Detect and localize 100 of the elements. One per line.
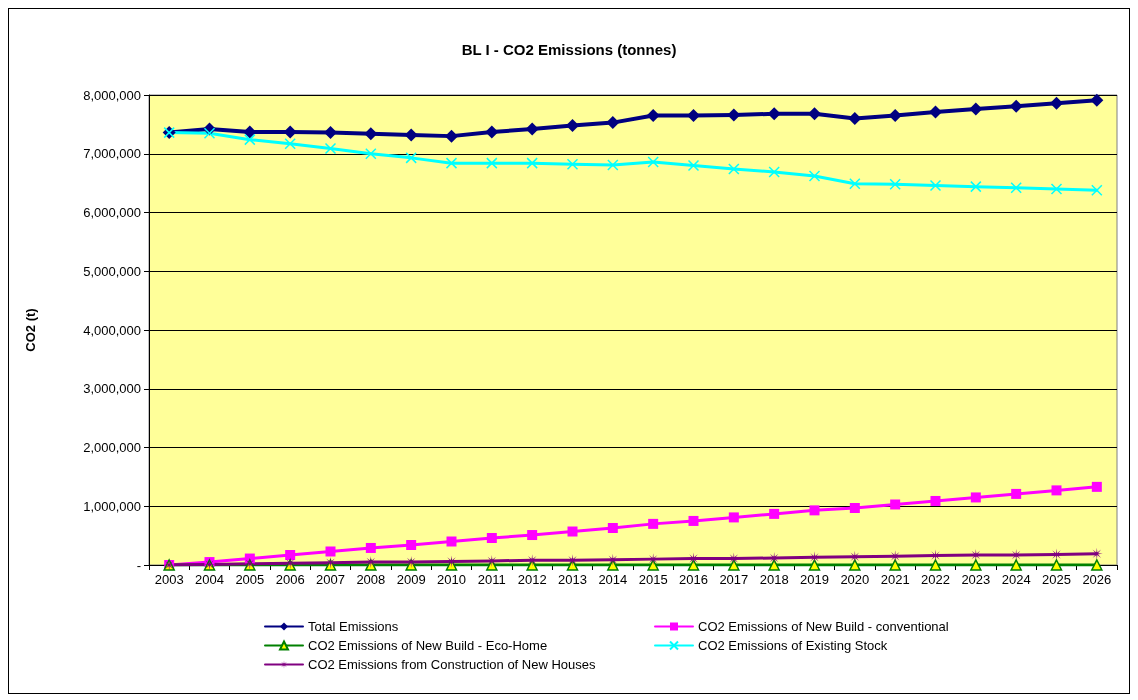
point [445, 157, 458, 169]
legend-label: CO2 Emissions of Existing Stock [698, 638, 888, 653]
x-tick-label: 2005 [235, 572, 265, 587]
point [445, 129, 458, 143]
point [485, 125, 499, 139]
point [566, 119, 579, 133]
point [365, 542, 376, 553]
x-tick-label: 2014 [598, 572, 628, 587]
x-tick-label: 2008 [356, 572, 386, 587]
point [848, 112, 862, 125]
point [283, 125, 297, 139]
x-tick-label: 2007 [316, 572, 345, 587]
y-tick-label: 4,000,000 [83, 322, 141, 338]
point [243, 125, 257, 139]
point [767, 107, 781, 121]
point [526, 157, 538, 169]
legend-label: CO2 Emissions from Construction of New Houses [308, 657, 597, 672]
point [607, 559, 619, 571]
point [769, 508, 780, 519]
x-tick-label: 2018 [759, 572, 789, 587]
chart-title: BL I - CO2 Emissions (tonnes) [461, 41, 677, 58]
x-tick-label: 2003 [154, 572, 184, 587]
y-tick-label: - [136, 557, 141, 573]
point [809, 505, 820, 516]
point [404, 128, 418, 142]
point [970, 492, 981, 503]
x-tick-label: 2013 [558, 572, 587, 587]
point [768, 166, 780, 178]
point [325, 546, 336, 557]
legend-label: Total Emissions [308, 619, 399, 634]
x-tick-label: 2011 [477, 572, 506, 587]
point [486, 532, 497, 543]
point [647, 156, 659, 168]
point [324, 142, 337, 155]
x-tick-label: 2012 [517, 572, 547, 587]
point [970, 559, 982, 571]
point [728, 163, 740, 175]
point [1009, 99, 1023, 113]
x-tick-label: 2010 [437, 572, 466, 587]
point [244, 133, 256, 146]
point [606, 116, 620, 130]
y-tick-label: 5,000,000 [83, 263, 141, 279]
x-tick-label: 2022 [921, 572, 950, 587]
point [1050, 183, 1063, 195]
point [890, 499, 901, 510]
point [929, 105, 942, 119]
point [203, 127, 216, 139]
point [1050, 96, 1063, 110]
point [930, 495, 941, 506]
point [526, 559, 538, 571]
x-tick-label: 2019 [800, 572, 829, 587]
point [970, 180, 982, 193]
legend-label: CO2 Emissions of New Build - conventional [698, 619, 949, 634]
point [648, 518, 659, 529]
point [687, 109, 700, 123]
point [1091, 184, 1103, 196]
point [727, 108, 741, 122]
point [728, 559, 740, 571]
point [808, 170, 821, 182]
point [1091, 481, 1102, 492]
point [607, 159, 619, 171]
x-tick-label: 2020 [840, 572, 870, 587]
x-tick-label: 2026 [1082, 572, 1112, 587]
x-tick-label: 2017 [719, 572, 749, 587]
point [1010, 182, 1022, 194]
point [1090, 93, 1104, 107]
y-tick-label: 3,000,000 [83, 381, 141, 397]
point [406, 540, 417, 551]
point [768, 559, 780, 571]
x-tick-label: 2004 [195, 572, 224, 587]
point [849, 503, 860, 514]
point [486, 559, 498, 571]
point [889, 559, 901, 571]
point [284, 138, 296, 150]
point [324, 126, 337, 140]
point [687, 559, 700, 571]
x-tick-label: 2024 [1001, 572, 1031, 587]
y-tick-label: 6,000,000 [83, 205, 141, 220]
y-tick-label: 7,000,000 [83, 146, 141, 162]
point [647, 559, 659, 571]
point [687, 159, 700, 172]
x-tick-label: 2025 [1042, 572, 1071, 587]
point [566, 158, 579, 171]
point [1051, 485, 1062, 496]
x-tick-label: 2016 [679, 572, 708, 587]
point [808, 559, 821, 571]
point [486, 157, 498, 169]
x-tick-label: 2009 [396, 572, 426, 587]
y-tick-label: 2,000,000 [83, 440, 141, 455]
y-tick-label: 1,000,000 [83, 498, 141, 514]
x-tick-label: 2021 [880, 572, 910, 587]
point [285, 550, 296, 561]
point [849, 177, 861, 190]
point [405, 152, 417, 164]
point [567, 526, 578, 537]
point [1010, 559, 1022, 571]
point [525, 122, 539, 136]
point [888, 109, 902, 123]
point [607, 522, 618, 533]
point [929, 559, 942, 571]
